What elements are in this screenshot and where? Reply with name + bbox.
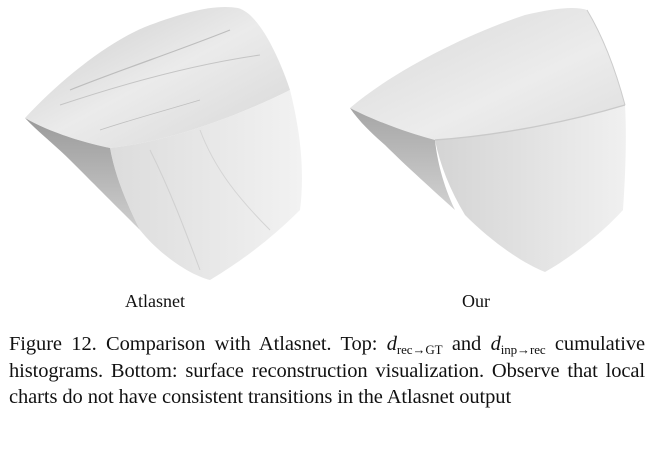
our-mesh-image xyxy=(350,7,626,272)
our-render xyxy=(325,0,651,290)
math-d-rec-gt: drec→GT xyxy=(386,333,443,357)
atlasnet-label: Atlasnet xyxy=(125,291,185,311)
math-d-inp-rec: dinp→rec xyxy=(490,333,546,357)
figure-caption: Figure 12. Comparison with Atlasnet. Top… xyxy=(9,331,645,411)
our-label: Our xyxy=(462,291,490,311)
atlasnet-render xyxy=(0,0,325,290)
atlasnet-mesh-image xyxy=(25,6,302,280)
caption-prefix: Figure 12. Comparison with Atlasnet. Top… xyxy=(9,333,387,355)
caption-middle: and xyxy=(442,333,491,355)
caption-suffix: cumulative histograms. Bottom: surface r… xyxy=(9,333,645,408)
